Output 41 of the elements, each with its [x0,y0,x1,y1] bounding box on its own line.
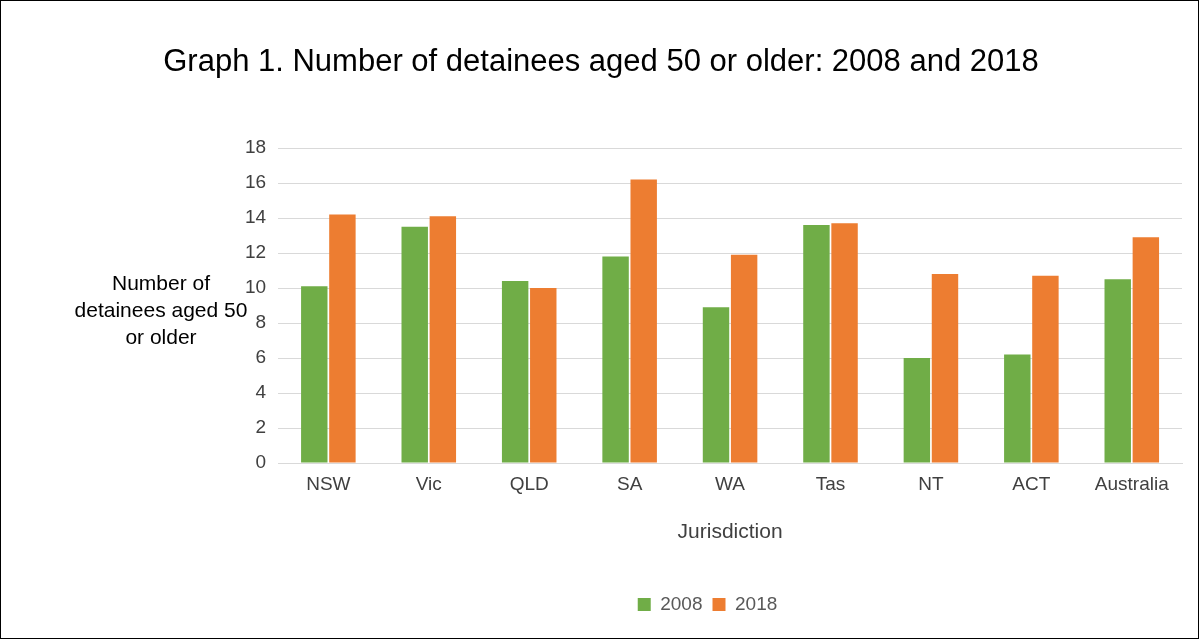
bar [602,256,629,463]
bar [1032,275,1059,463]
chart-title: Graph 1. Number of detainees aged 50 or older: 2008 and 2018 [162,42,1040,80]
x-tick-label: Tas [815,472,846,494]
y-tick-label: 6 [255,346,267,368]
y-tick-label: 18 [244,136,267,158]
y-tick-label: 12 [244,241,267,263]
y-tick-label: 4 [255,381,267,403]
y-tick-label: 14 [244,206,267,228]
bar [803,225,830,463]
y-tick-label: 2 [255,416,267,438]
bar [429,216,457,463]
bar [903,358,931,463]
bar [1004,354,1031,463]
bar [702,307,730,463]
x-tick-label: SA [616,472,643,494]
y-tick-label: 0 [255,451,267,473]
bar [301,286,328,463]
x-tick-label: QLD [509,472,549,494]
x-tick-label: Vic [415,472,442,494]
bar [501,281,529,463]
bar [1104,279,1131,463]
legend-label: 2008 [660,592,703,614]
x-tick-label: NT [918,472,944,494]
bar [831,223,858,463]
x-axis-title: Jurisdiction [677,519,783,543]
x-tick-label: WA [715,472,746,494]
y-tick-label: 8 [255,311,267,333]
bar [401,226,428,463]
bar [630,179,657,463]
y-tick-label: 16 [244,171,267,193]
y-tick-label: 10 [244,276,267,298]
bar [730,254,758,463]
bar [1132,237,1160,463]
bar [530,288,557,463]
bar [931,274,959,463]
legend-label: 2018 [735,592,778,614]
x-tick-label: Australia [1094,472,1170,494]
x-tick-label: ACT [1012,472,1051,494]
x-tick-label: NSW [306,472,351,494]
bar [329,214,356,463]
